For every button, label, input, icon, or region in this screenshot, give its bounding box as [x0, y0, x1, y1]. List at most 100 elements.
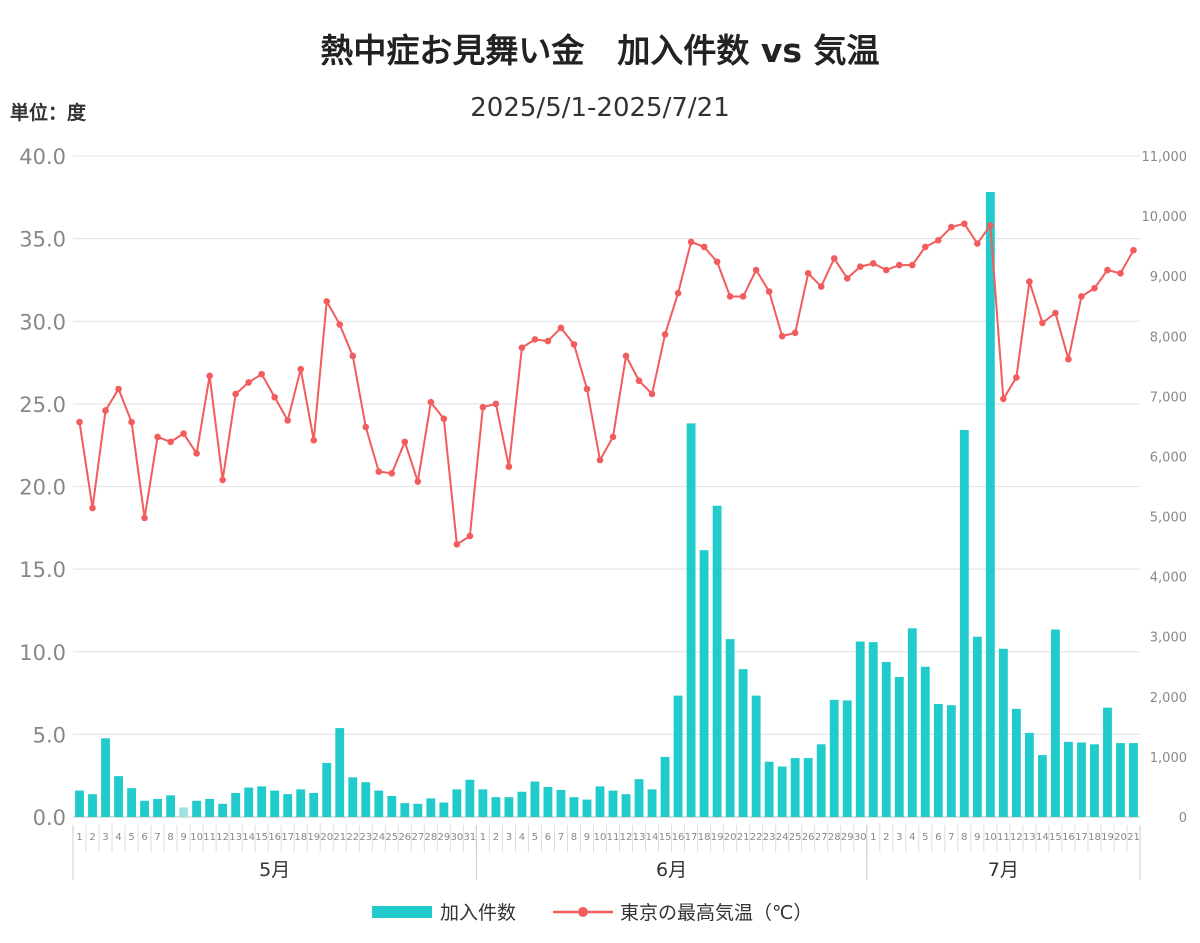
month-label: 5月 — [259, 859, 290, 881]
temperature-point — [1065, 355, 1072, 363]
bar — [283, 794, 293, 817]
left-tick-label: 20.0 — [19, 476, 66, 500]
bar — [374, 790, 384, 817]
day-label: 14 — [646, 832, 659, 843]
day-label: 8 — [571, 832, 577, 843]
temperature-point — [219, 476, 226, 484]
day-label: 10 — [190, 832, 203, 843]
bar — [452, 789, 462, 817]
day-label: 18 — [698, 832, 711, 843]
day-label: 7 — [154, 832, 160, 843]
day-label: 31 — [464, 832, 477, 843]
temperature-point — [974, 240, 981, 247]
bar — [127, 788, 136, 817]
temperature-point — [1117, 270, 1124, 277]
day-label: 17 — [685, 832, 698, 843]
bar — [1129, 743, 1138, 817]
right-tick-label: 0 — [1179, 811, 1187, 826]
day-label: 25 — [789, 832, 802, 843]
day-label: 24 — [372, 832, 385, 843]
temperature-point — [726, 293, 734, 300]
bar — [491, 797, 501, 817]
bar — [1103, 707, 1112, 817]
bar — [205, 798, 215, 817]
temperature-point — [1130, 246, 1137, 254]
temperature-point — [167, 438, 174, 446]
temperature-point — [414, 478, 422, 485]
bar — [881, 661, 891, 817]
bar — [1037, 755, 1047, 817]
day-label: 15 — [1049, 832, 1062, 843]
temperature-point — [128, 418, 135, 426]
x-axis: 1 2 3 4 5 6 7 8 9 10 11 12 13 14 15 16 17 18 19 20 21 22 23 24 2… — [72, 825, 1141, 881]
temperature-point — [115, 385, 122, 393]
day-label: 20 — [1114, 832, 1127, 843]
temperature-point — [1104, 266, 1111, 274]
day-label: 3 — [506, 832, 512, 843]
temperature-point — [518, 344, 526, 351]
temperature-point — [921, 243, 929, 251]
day-label: 16 — [268, 832, 281, 843]
temperature-point — [401, 438, 409, 446]
right-tick-label: 9,000 — [1150, 270, 1187, 285]
day-label: 8 — [961, 832, 967, 843]
day-label: 9 — [974, 832, 980, 843]
day-label: 30 — [854, 832, 867, 843]
bar — [569, 797, 579, 817]
left-tick-label: 25.0 — [19, 393, 66, 417]
day-label: 29 — [437, 832, 450, 843]
day-label: 5 — [532, 832, 538, 843]
temperature-point — [362, 423, 370, 431]
day-label: 23 — [359, 832, 372, 843]
bar — [816, 744, 826, 817]
temperature-point — [817, 283, 825, 290]
temperature-line — [78, 222, 1135, 547]
day-label: 20 — [724, 832, 737, 843]
day-label: 5 — [128, 832, 134, 843]
month-label: 6月 — [656, 859, 687, 881]
temperature-point — [843, 274, 851, 282]
right-tick-label: 2,000 — [1150, 691, 1187, 706]
bar — [959, 430, 969, 817]
bar — [985, 192, 995, 817]
right-tick-label: 7,000 — [1150, 390, 1187, 405]
day-label: 8 — [167, 832, 173, 843]
bar — [1024, 732, 1034, 817]
bar — [439, 802, 449, 817]
bar — [1011, 708, 1021, 817]
bar — [972, 636, 982, 817]
temperature-point — [284, 417, 292, 424]
bar — [517, 791, 527, 817]
day-label: 2 — [493, 832, 499, 843]
day-label: 1 — [76, 832, 82, 843]
bar — [946, 705, 956, 817]
bar — [413, 803, 423, 817]
temperature-point — [1078, 293, 1085, 300]
bar — [387, 795, 397, 817]
bar — [725, 639, 735, 817]
bar — [114, 776, 123, 817]
bar — [322, 762, 332, 817]
day-label: 18 — [294, 832, 307, 843]
temperature-point — [1000, 395, 1007, 403]
temperature-point — [479, 403, 487, 411]
line-series — [76, 220, 1137, 548]
bar — [803, 758, 813, 817]
day-label: 21 — [1127, 832, 1140, 843]
chart-subtitle: 2025/5/1-2025/7/21 — [470, 93, 729, 123]
day-label: 13 — [633, 832, 646, 843]
day-label: 22 — [346, 832, 359, 843]
gridlines — [73, 155, 1140, 818]
bar — [894, 676, 904, 817]
bar — [595, 786, 605, 817]
left-axis: 0.0 5.0 10.0 15.0 20.0 25.0 30.0 35.0 40.0 — [19, 145, 66, 830]
bar — [829, 699, 839, 817]
bar — [296, 789, 306, 817]
temperature-point — [1039, 319, 1046, 327]
temperature-point — [1013, 374, 1020, 381]
bar — [543, 786, 553, 817]
bar — [166, 795, 176, 817]
temperature-point — [987, 222, 994, 229]
bar — [361, 782, 371, 817]
